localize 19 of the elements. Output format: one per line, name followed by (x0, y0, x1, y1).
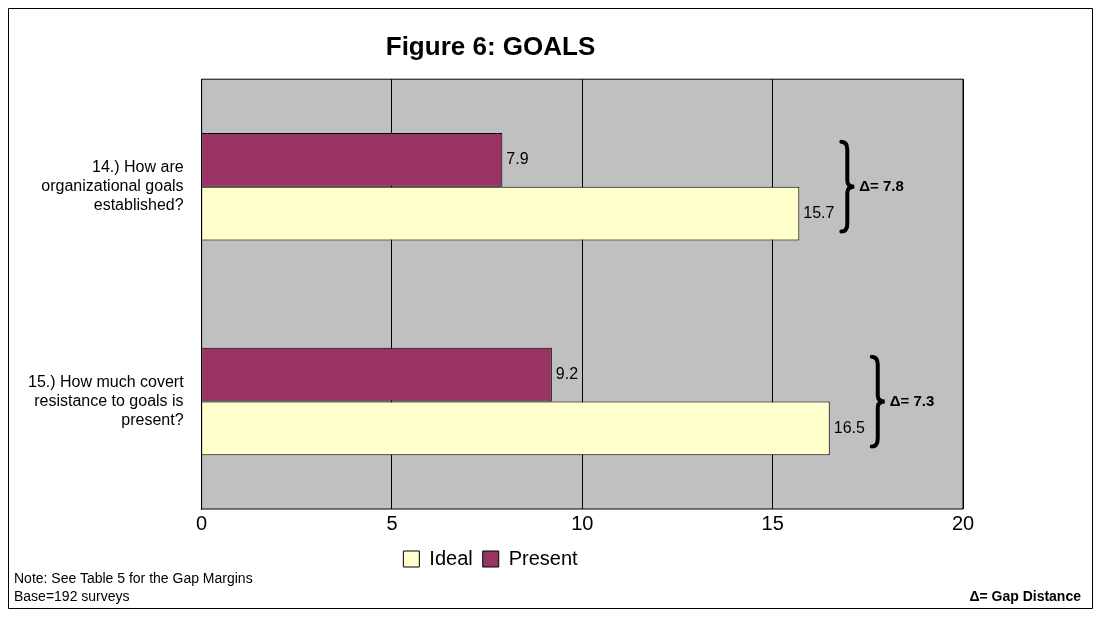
annotation: Δ= 7.3 (889, 391, 935, 409)
x-tick-label: 20 (951, 511, 975, 534)
data-label: 7.9 (506, 150, 529, 168)
legend-label: Ideal (429, 546, 473, 569)
y-tick-label: 15.) How much covert resistance to goals is present? (28, 372, 185, 429)
x-tick-label: 5 (386, 511, 398, 534)
x-tick-label: 10 (571, 511, 594, 534)
y-tick-label: 14.) How are organizational goals established? (41, 157, 184, 214)
x-tick-label: 0 (196, 511, 208, 534)
data-label: 15.7 (803, 203, 835, 221)
legend-label: Present (508, 546, 579, 569)
x-tick-label: 15 (761, 511, 784, 534)
chart-title: Figure 6: GOALS (385, 30, 596, 61)
annotation: Δ= 7.8 (859, 176, 904, 194)
data-label: 16.5 (833, 418, 865, 436)
text: Note: See Table 5 for the Gap Margins (14, 570, 253, 586)
text: Base=192 surveys (14, 588, 130, 604)
text: Δ= Gap Distance (969, 588, 1082, 604)
data-label: 9.2 (555, 365, 579, 383)
